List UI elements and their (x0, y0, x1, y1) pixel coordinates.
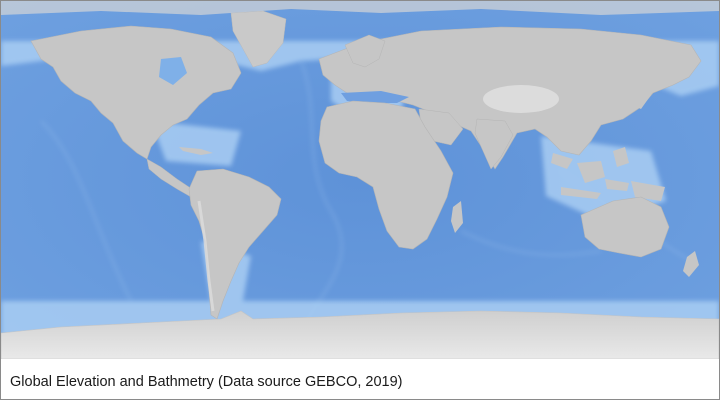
maritime-southeast-asia (551, 147, 665, 201)
south-america (188, 168, 282, 320)
british-isles (323, 57, 333, 75)
africa (318, 100, 454, 250)
scandinavia (344, 34, 386, 68)
japan (633, 81, 651, 109)
tibetan-plateau (483, 85, 559, 113)
antarctica (1, 310, 719, 359)
world-map-svg (1, 1, 719, 359)
madagascar (451, 201, 463, 233)
figure-caption: Global Elevation and Bathmetry (Data sou… (10, 374, 403, 390)
andes (197, 200, 215, 312)
australia (580, 196, 670, 258)
mediterranean-sea (341, 91, 409, 103)
world-map (1, 1, 719, 359)
north-america (30, 25, 242, 160)
greenland (230, 10, 287, 68)
hudson-bay (159, 57, 187, 85)
arctic-ice (1, 1, 719, 15)
india (474, 118, 514, 170)
caribbean-islands (179, 147, 213, 155)
new-zealand (683, 251, 699, 277)
